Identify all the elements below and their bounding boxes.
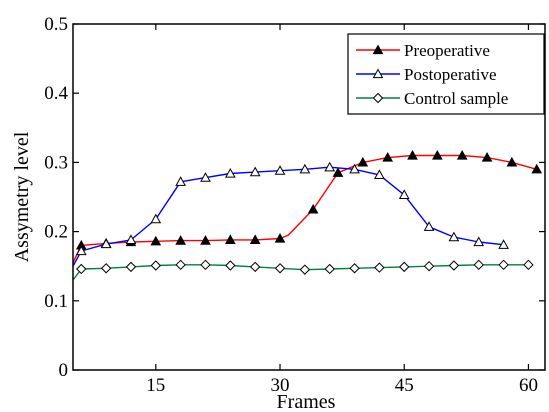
y-tick-label: 0.5 xyxy=(44,14,68,35)
y-tick-label: 0 xyxy=(59,360,69,381)
series-1 xyxy=(72,149,543,264)
data-point xyxy=(274,263,286,274)
x-tick-label: 15 xyxy=(146,375,165,396)
y-tick-label: 0.1 xyxy=(44,291,68,312)
data-point xyxy=(307,203,319,214)
data-point xyxy=(324,161,336,172)
series-layer xyxy=(72,149,543,281)
series-line xyxy=(72,154,537,264)
series-line xyxy=(72,166,504,267)
data-point xyxy=(498,259,509,271)
legend-label: Postoperative xyxy=(404,65,497,84)
data-point xyxy=(473,259,484,271)
data-point xyxy=(200,235,211,245)
data-point xyxy=(274,232,286,243)
data-point xyxy=(506,156,518,167)
y-tick-label: 0.2 xyxy=(44,222,68,243)
data-point xyxy=(382,152,394,162)
y-tick-label: 0.4 xyxy=(44,83,68,104)
data-point xyxy=(473,236,485,247)
data-point xyxy=(224,234,236,245)
legend-label: Control sample xyxy=(404,89,508,108)
legend-entry: Control sample xyxy=(356,89,508,108)
data-point xyxy=(100,263,112,274)
data-point xyxy=(448,260,460,271)
data-point xyxy=(175,235,186,245)
y-tick-label: 0.3 xyxy=(44,152,68,173)
series-2 xyxy=(72,161,509,267)
data-point xyxy=(75,245,87,256)
data-point xyxy=(498,239,509,249)
legend-label: Preoperative xyxy=(404,41,490,60)
data-point xyxy=(225,260,236,271)
data-point xyxy=(374,169,385,179)
data-point xyxy=(324,263,335,275)
data-point xyxy=(249,261,261,273)
series-3 xyxy=(72,259,534,281)
data-point xyxy=(456,149,468,160)
data-point xyxy=(423,260,435,272)
data-point xyxy=(349,163,360,174)
legend-marker xyxy=(372,44,384,55)
data-point xyxy=(76,263,87,275)
data-point xyxy=(407,149,418,160)
data-point xyxy=(125,261,137,273)
x-tick-label: 60 xyxy=(519,375,538,396)
data-point xyxy=(150,213,162,224)
data-point xyxy=(175,259,186,271)
legend-entry: Preoperative xyxy=(356,41,490,60)
data-point xyxy=(523,259,534,271)
plot-frame xyxy=(72,23,546,371)
data-point xyxy=(274,165,286,175)
ticks-layer: 15 30 45 60 0 0.1 0.2 0.3 0.4 0.5 xyxy=(44,14,545,396)
data-point xyxy=(224,167,236,178)
x-axis-title: Frames xyxy=(277,391,336,412)
data-point xyxy=(432,149,443,160)
data-point xyxy=(249,166,261,177)
series-line xyxy=(72,264,529,281)
data-point xyxy=(299,163,311,174)
x-tick-label: 30 xyxy=(271,375,290,396)
data-point xyxy=(249,234,261,245)
data-point xyxy=(357,156,369,167)
data-point xyxy=(349,263,360,274)
data-point xyxy=(374,262,385,273)
x-tick-label: 45 xyxy=(395,375,414,396)
data-point xyxy=(175,176,186,186)
data-point xyxy=(125,234,137,245)
data-point xyxy=(299,264,311,275)
y-axis-title: Assymetry level xyxy=(11,131,33,262)
data-point xyxy=(448,231,460,242)
data-point xyxy=(399,261,410,273)
data-point xyxy=(100,238,112,249)
data-point xyxy=(200,259,211,271)
data-point xyxy=(531,163,543,174)
data-point xyxy=(398,189,410,200)
legend-entry: Postoperative xyxy=(356,65,497,84)
data-point xyxy=(332,167,344,177)
data-point xyxy=(423,221,435,231)
data-point xyxy=(150,260,162,271)
legend-marker xyxy=(372,92,384,104)
legend-marker xyxy=(372,68,384,79)
data-point xyxy=(481,152,493,162)
data-point xyxy=(150,235,162,246)
legend: Preoperative Postoperative Control sample xyxy=(347,33,545,115)
data-point xyxy=(200,172,211,182)
